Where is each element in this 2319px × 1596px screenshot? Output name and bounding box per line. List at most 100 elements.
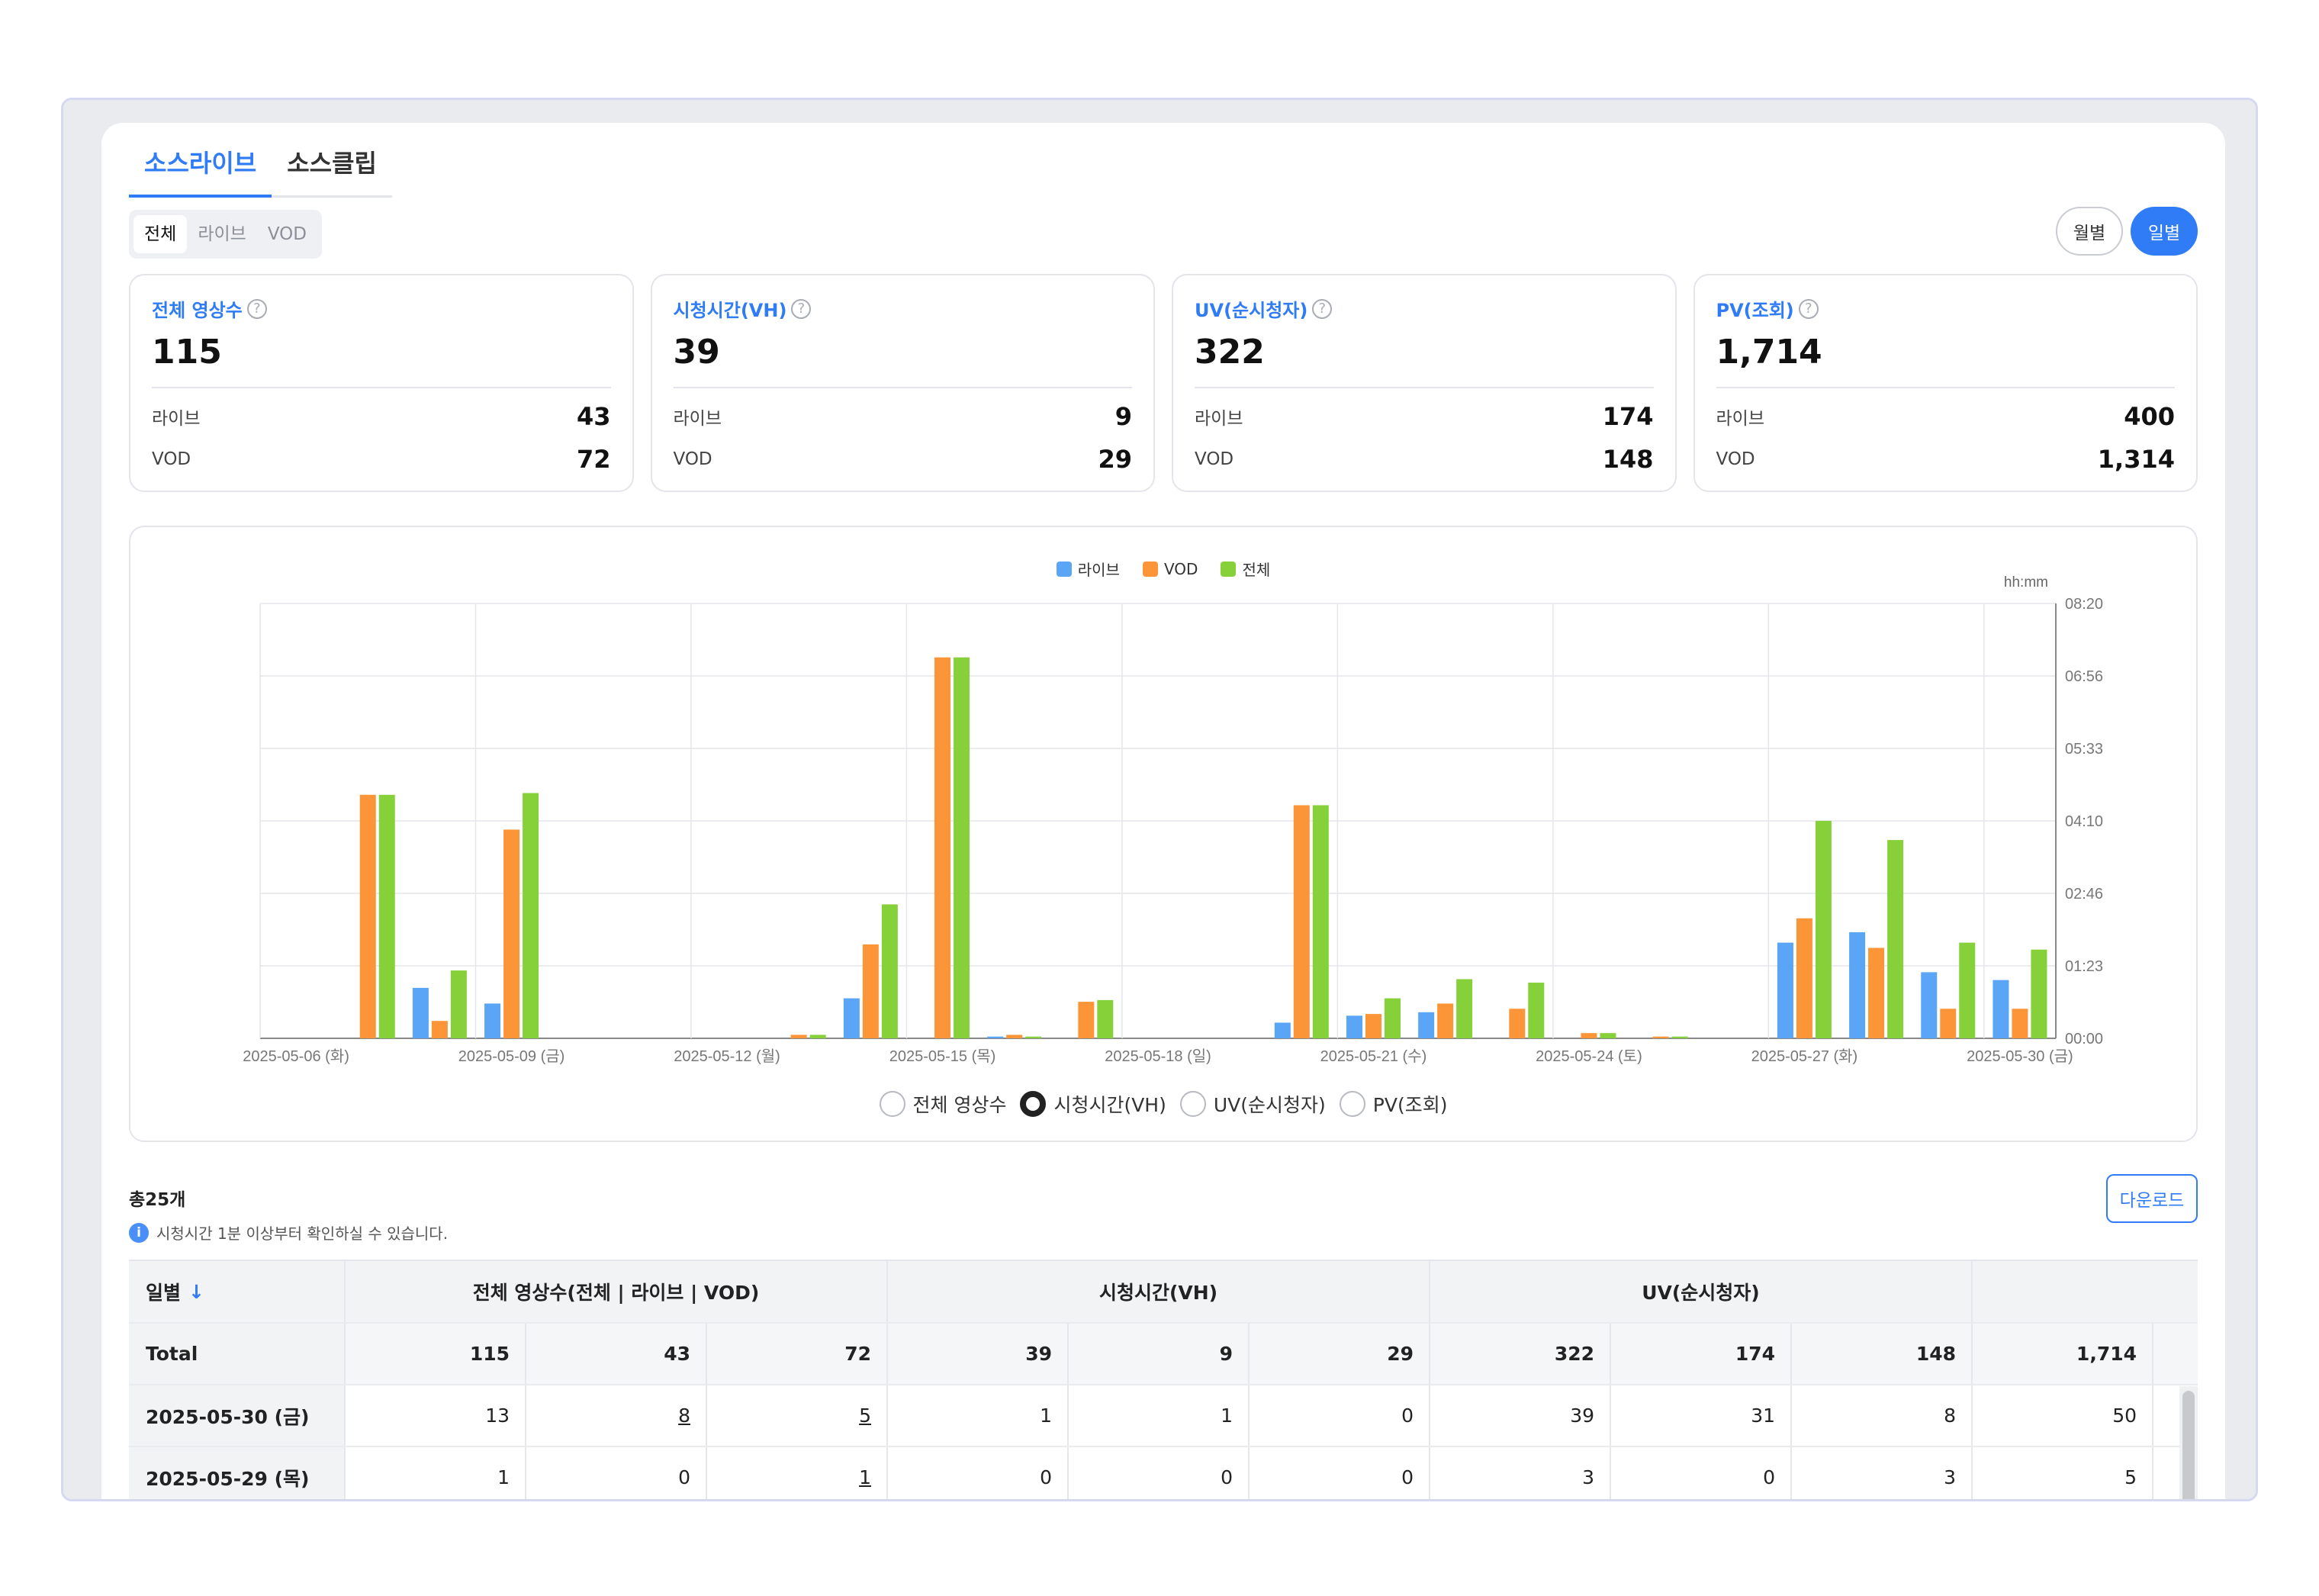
- info-icon: i: [129, 1222, 149, 1243]
- legend-item-live[interactable]: 라이브: [1056, 558, 1120, 580]
- table-cell: 115: [346, 1324, 526, 1384]
- help-icon[interactable]: ?: [246, 298, 267, 319]
- cell-value: 13: [485, 1405, 510, 1427]
- data-table: 일별 ↓ 전체 영상수(전체 | 라이브 | VOD) 시청시간(VH) UV(순…: [129, 1260, 2198, 1499]
- table-scrollbar[interactable]: [2179, 1386, 2198, 1499]
- metric-radio-group: 전체 영상수 시청시간(VH) UV(순시청자) PV(조회): [130, 1090, 2196, 1118]
- cell-value: 115: [469, 1343, 510, 1365]
- table-cell: 3: [1792, 1447, 1973, 1499]
- filter-vod[interactable]: VOD: [267, 224, 307, 244]
- radio-pv[interactable]: PV(조회): [1339, 1090, 1447, 1118]
- x-tick-label: 2025-05-21 (수): [1320, 1048, 1427, 1065]
- legend-swatch: [1056, 561, 1072, 577]
- kpi-row-label: 라이브: [1195, 409, 1243, 429]
- cell-value: 322: [1554, 1343, 1594, 1365]
- cell-value: 31: [1751, 1405, 1775, 1427]
- x-tick-label: 2025-05-15 (목): [889, 1048, 996, 1065]
- bar-total: [1671, 1036, 1688, 1038]
- radio-circle: [1339, 1091, 1365, 1117]
- bar-vod: [1365, 1014, 1381, 1038]
- table-header-row: 일별 ↓ 전체 영상수(전체 | 라이브 | VOD) 시청시간(VH) UV(순…: [129, 1261, 2198, 1324]
- bar-live: [1346, 1015, 1362, 1038]
- y-tick-label: 04:10: [2065, 813, 2103, 830]
- bar-live: [987, 1036, 1004, 1038]
- cell-value: 50: [2112, 1405, 2137, 1427]
- cell-value: 5: [2124, 1466, 2137, 1488]
- y-tick-label: 08:20: [2065, 596, 2103, 613]
- cell-value: 1: [1221, 1405, 1233, 1427]
- bar-vod: [1509, 1009, 1526, 1038]
- bar-total: [1528, 983, 1545, 1038]
- y-tick-label: 00:00: [2065, 1031, 2103, 1047]
- help-icon[interactable]: ?: [1312, 298, 1333, 319]
- cell-value: 1,714: [2076, 1343, 2137, 1365]
- x-tick-label: 2025-05-06 (화): [243, 1047, 349, 1065]
- kpi-row-label: VOD: [1195, 449, 1234, 469]
- bar-total: [809, 1035, 826, 1038]
- tab-source-clip[interactable]: 소스클립: [287, 149, 377, 178]
- kpi-row-label: 라이브: [673, 409, 722, 429]
- tab-source-live[interactable]: 소스라이브: [129, 144, 272, 198]
- legend-item-total[interactable]: 전체: [1221, 558, 1270, 580]
- radio-uv[interactable]: UV(순시청자): [1179, 1090, 1326, 1118]
- table-cell[interactable]: 8: [526, 1385, 707, 1446]
- table-cell: 0: [1250, 1385, 1430, 1446]
- radio-circle: [1179, 1091, 1206, 1117]
- kpi-card-pv: PV(조회)? 1,714 라이브 400 VOD 1,314: [1693, 274, 2198, 492]
- cell-value: 0: [1401, 1466, 1414, 1488]
- table-cell[interactable]: 1: [707, 1447, 888, 1499]
- legend-item-vod[interactable]: VOD: [1142, 558, 1198, 580]
- kpi-card-uv: UV(순시청자)? 322 라이브 174 VOD 148: [1172, 274, 1677, 492]
- bar-live: [1418, 1012, 1435, 1038]
- filter-live[interactable]: 라이브: [198, 224, 246, 244]
- legend-label: VOD: [1163, 559, 1198, 578]
- kpi-card-watch-time: 시청시간(VH)? 39 라이브 9 VOD 29: [650, 274, 1155, 492]
- table-cell: 39: [888, 1324, 1069, 1384]
- monthly-button[interactable]: 월별: [2056, 207, 2123, 256]
- bar-total: [1025, 1036, 1042, 1038]
- x-tick-label: 2025-05-30 (금): [1967, 1048, 2073, 1065]
- table-cell: 39: [1430, 1385, 1611, 1446]
- table-cell: 1: [888, 1385, 1069, 1446]
- kpi-cards: 전체 영상수? 115 라이브 43 VOD 72 시청시간(VH)? 39 라이브…: [129, 274, 2198, 492]
- kpi-row-label: VOD: [152, 449, 191, 469]
- cell-value[interactable]: 1: [859, 1466, 871, 1488]
- bar-live: [1274, 1022, 1291, 1038]
- kpi-title: 시청시간(VH): [673, 300, 787, 321]
- scrollbar-thumb[interactable]: [2182, 1391, 2195, 1499]
- bar-vod: [2012, 1009, 2028, 1038]
- download-button[interactable]: 다운로드: [2106, 1174, 2198, 1223]
- kpi-row-value: 174: [1602, 402, 1654, 431]
- bar-live: [1993, 980, 2009, 1038]
- bar-vod: [1940, 1009, 1957, 1038]
- daily-button[interactable]: 일별: [2131, 207, 2198, 256]
- kpi-row-value: 43: [576, 402, 611, 431]
- filter-all[interactable]: 전체: [133, 215, 188, 253]
- cell-value: 8: [1944, 1405, 1956, 1427]
- table-cell[interactable]: 5: [707, 1385, 888, 1446]
- legend-swatch: [1142, 561, 1158, 577]
- bar-total: [1384, 998, 1401, 1038]
- x-tick-label: 2025-05-12 (월): [674, 1047, 780, 1065]
- sort-date-header[interactable]: 일별 ↓: [129, 1261, 346, 1322]
- kpi-row-value: 1,314: [2097, 445, 2175, 474]
- table-cell: 322: [1430, 1324, 1611, 1384]
- main-panel: 소스라이브 소스클립 전체 라이브 VOD 월별 일별 전체 영상수? 115 …: [101, 123, 2225, 1499]
- radio-watch-time[interactable]: 시청시간(VH): [1020, 1090, 1166, 1118]
- cell-value[interactable]: 5: [859, 1405, 871, 1427]
- info-note: i 시청시간 1분 이상부터 확인하실 수 있습니다.: [129, 1221, 448, 1244]
- bar-vod: [1796, 918, 1812, 1038]
- bar-vod: [862, 944, 879, 1038]
- bar-live: [484, 1003, 501, 1038]
- legend-label: 전체: [1242, 561, 1271, 579]
- radio-circle: [879, 1091, 905, 1117]
- radio-total-videos[interactable]: 전체 영상수: [879, 1090, 1006, 1118]
- table-cell: 1,714: [1973, 1324, 2153, 1384]
- cell-value: 3: [1582, 1466, 1594, 1488]
- bar-vod: [503, 829, 520, 1038]
- help-icon[interactable]: ?: [791, 298, 812, 319]
- cell-value[interactable]: 8: [678, 1405, 690, 1427]
- bar-chart: 00:00 01:23 02:46 04:10 05:33 06:56 08:20 2025-…: [243, 574, 2103, 1065]
- help-icon[interactable]: ?: [1798, 298, 1819, 319]
- bar-total: [1959, 942, 1976, 1038]
